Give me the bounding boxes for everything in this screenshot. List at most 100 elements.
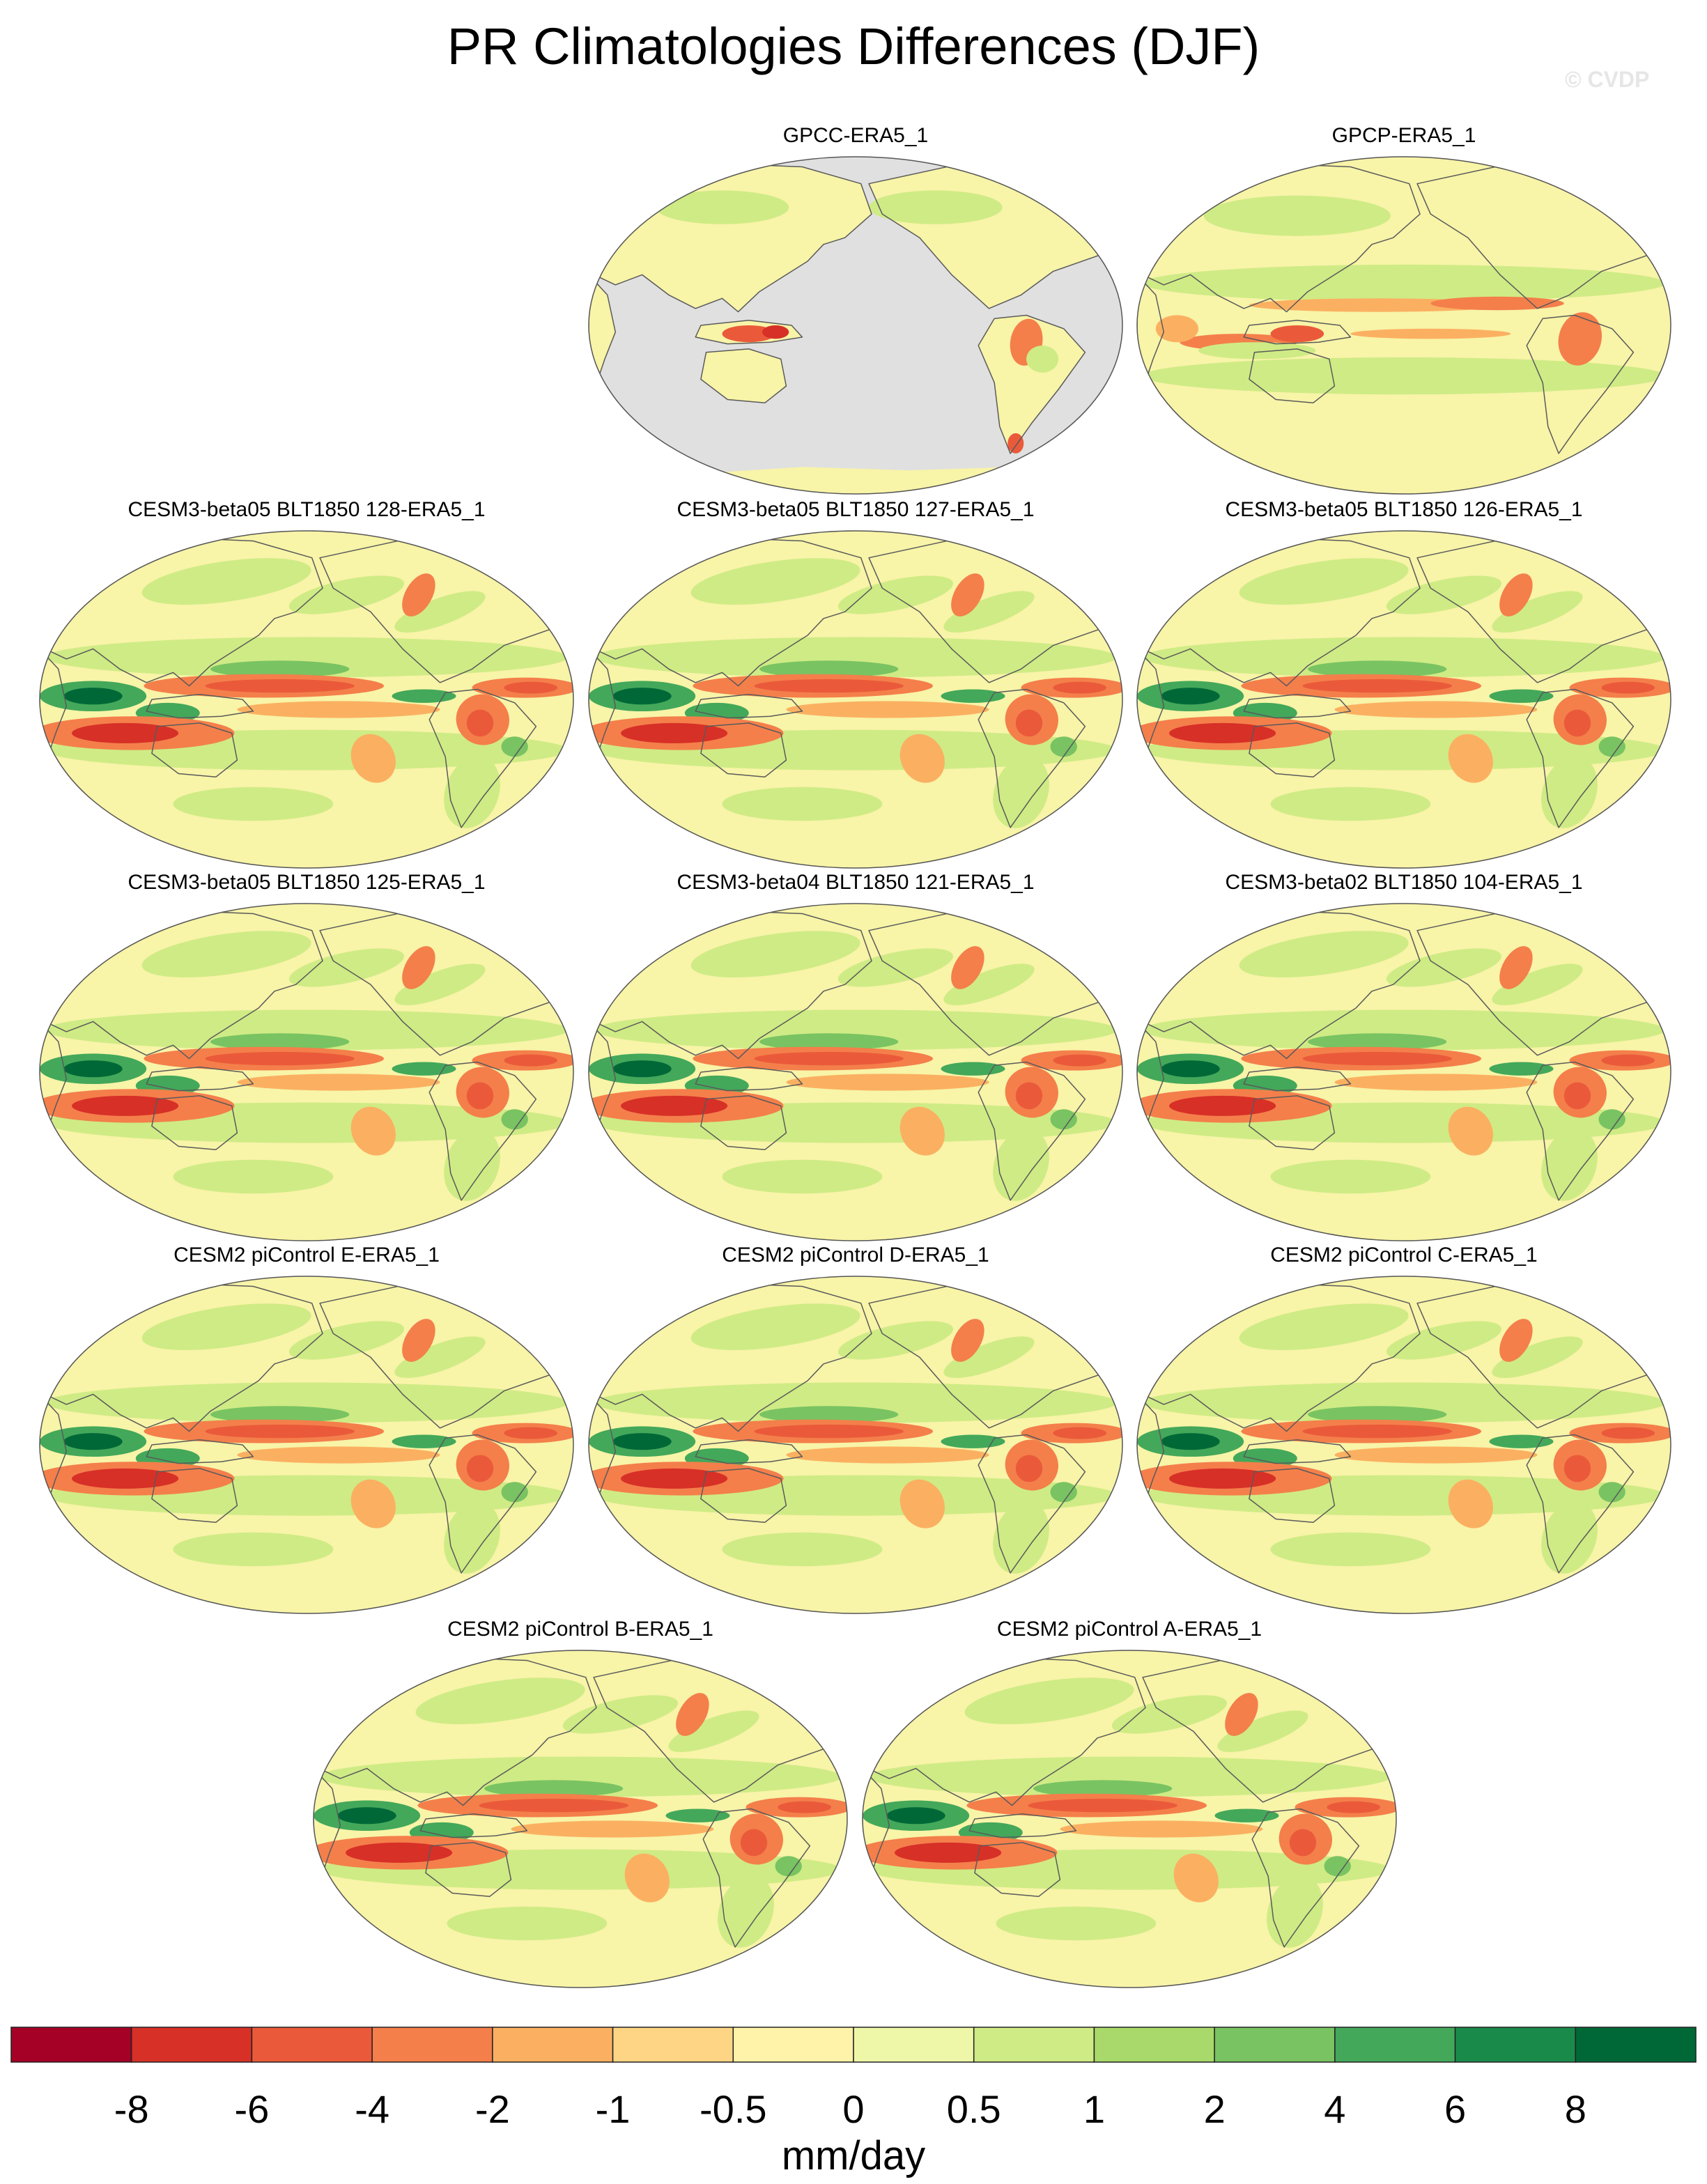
precip-anomaly-blob	[612, 1060, 672, 1078]
map-border	[1136, 156, 1671, 495]
precip-anomaly-blob	[63, 1433, 123, 1450]
coastline-australia	[1249, 1468, 1336, 1524]
precip-anomaly-blob	[1289, 1829, 1317, 1857]
precip-anomaly-blob	[594, 637, 1118, 678]
precip-anomaly-blob	[1448, 734, 1493, 783]
precip-anomaly-blob	[1053, 1427, 1106, 1439]
precip-anomaly-blob	[318, 1756, 842, 1797]
precip-anomaly-blob	[45, 1009, 569, 1051]
precip-anomaly-blob	[173, 1159, 334, 1194]
panel-title: CESM3-beta05 BLT1850 128-ERA5_1	[128, 498, 486, 521]
precip-anomaly-blob	[1239, 1303, 1409, 1351]
coastline-southAm	[978, 314, 1086, 454]
coastline-southAm	[428, 688, 537, 828]
precip-anomaly-blob	[594, 1009, 1118, 1051]
colorbar-swatch	[1454, 2027, 1577, 2063]
precip-anomaly-blob	[1308, 1406, 1447, 1423]
precip-anomaly-blob	[501, 1109, 528, 1130]
precip-anomaly-blob	[1050, 1109, 1077, 1130]
precip-anomaly-blob	[1198, 342, 1316, 359]
precip-anomaly-blob	[621, 1095, 728, 1116]
precip-anomaly-blob	[1489, 1434, 1554, 1448]
precip-anomaly-blob	[676, 1693, 709, 1736]
precip-anomaly-blob	[665, 1809, 730, 1822]
precip-anomaly-blob	[1225, 1693, 1258, 1736]
map-border	[588, 530, 1123, 869]
panel-title: CESM2 piControl B-ERA5_1	[447, 1618, 713, 1641]
precip-anomaly-blob	[690, 558, 860, 605]
precip-anomaly-blob	[786, 1074, 989, 1091]
precip-anomaly-blob	[941, 1062, 1005, 1076]
precip-anomaly-blob	[1050, 736, 1077, 757]
precip-anomaly-blob	[350, 1106, 396, 1156]
precip-anomaly-blob	[1350, 328, 1511, 339]
colorbar-swatch	[251, 2027, 373, 2063]
precip-anomaly-blob	[466, 1455, 494, 1482]
colorbar-tick-label: -0.5	[700, 2087, 767, 2131]
precip-anomaly-blob	[1142, 1382, 1666, 1423]
precip-anomaly-blob	[288, 575, 404, 614]
precip-anomaly-blob	[690, 931, 860, 978]
coastline-southAm	[1251, 1808, 1360, 1948]
map-plot	[1136, 903, 1671, 1241]
panel-title: CESM3-beta05 BLT1850 125-ERA5_1	[128, 871, 486, 894]
precip-anomaly-blob	[1028, 1798, 1177, 1813]
precip-anomaly-blob	[869, 190, 1003, 224]
precip-anomaly-blob	[141, 558, 311, 605]
colorbar-tick-label: -8	[114, 2087, 149, 2131]
precip-anomaly-blob	[394, 1336, 486, 1378]
coastline-africaEdge	[1137, 1393, 1165, 1510]
map-plot	[39, 903, 574, 1241]
cvdp-watermark: © CVDP	[1565, 67, 1650, 92]
panel-title: CESM2 piControl C-ERA5_1	[1270, 1244, 1538, 1267]
precip-anomaly-blob	[762, 325, 789, 339]
precip-anomaly-blob	[392, 1062, 456, 1076]
map-panel: CESM3-beta05 BLT1850 128-ERA5_1	[38, 498, 575, 874]
land-australia	[700, 348, 787, 403]
precip-anomaly-blob	[1026, 346, 1059, 373]
coastline-africaEdge	[1137, 1021, 1165, 1137]
precip-anomaly-blob	[45, 637, 569, 678]
land-antarctica	[589, 467, 1122, 494]
coastline-southAm	[978, 1434, 1086, 1574]
precip-anomaly-blob	[1239, 558, 1409, 605]
precip-anomaly-blob	[288, 948, 404, 987]
precip-anomaly-blob	[444, 1129, 500, 1201]
precip-anomaly-blob	[621, 1468, 728, 1489]
precip-anomaly-blob	[786, 1446, 989, 1464]
precip-anomaly-blob	[1499, 946, 1533, 989]
precip-anomaly-blob	[1270, 1532, 1431, 1567]
precip-anomaly-blob	[759, 1033, 899, 1051]
precip-anomaly-blob	[655, 190, 789, 224]
map-panel: CESM3-beta04 BLT1850 121-ERA5_1	[587, 871, 1124, 1247]
precip-anomaly-blob	[775, 1856, 802, 1877]
coastline-maritime	[968, 1813, 1077, 1838]
colorbar-tick-label: -2	[474, 2087, 510, 2131]
precip-anomaly-blob	[444, 1501, 500, 1574]
precip-anomaly-blob	[504, 681, 557, 694]
precip-anomaly-blob	[1598, 1482, 1625, 1503]
precip-anomaly-blob	[173, 1532, 334, 1567]
precip-anomaly-blob	[1541, 756, 1598, 828]
precip-anomaly-blob	[612, 688, 672, 705]
colorbar-swatch	[612, 2027, 734, 2063]
precip-anomaly-blob	[722, 1159, 883, 1194]
precip-anomaly-blob	[1499, 573, 1533, 617]
precip-anomaly-blob	[1214, 1809, 1279, 1822]
precip-anomaly-blob	[1492, 591, 1583, 633]
coastline-australia	[700, 348, 787, 404]
precip-anomaly-blob	[210, 1033, 350, 1051]
map-plot	[1136, 530, 1671, 869]
map-panel: GPCP-ERA5_1	[1136, 124, 1672, 500]
precip-anomaly-blob	[1430, 296, 1564, 311]
coastline-australia	[700, 1095, 787, 1151]
precip-anomaly-blob	[1302, 1051, 1452, 1066]
map-plot	[39, 1276, 574, 1614]
precip-anomaly-blob	[205, 1051, 355, 1066]
precip-anomaly-blob	[1448, 1479, 1493, 1528]
coastline-southAm	[428, 1434, 537, 1574]
coastline-maritime	[695, 693, 803, 719]
coastline-maritime	[1243, 319, 1352, 345]
precip-anomaly-blob	[899, 1479, 945, 1528]
colorbar-tick-label: 8	[1564, 2087, 1586, 2131]
